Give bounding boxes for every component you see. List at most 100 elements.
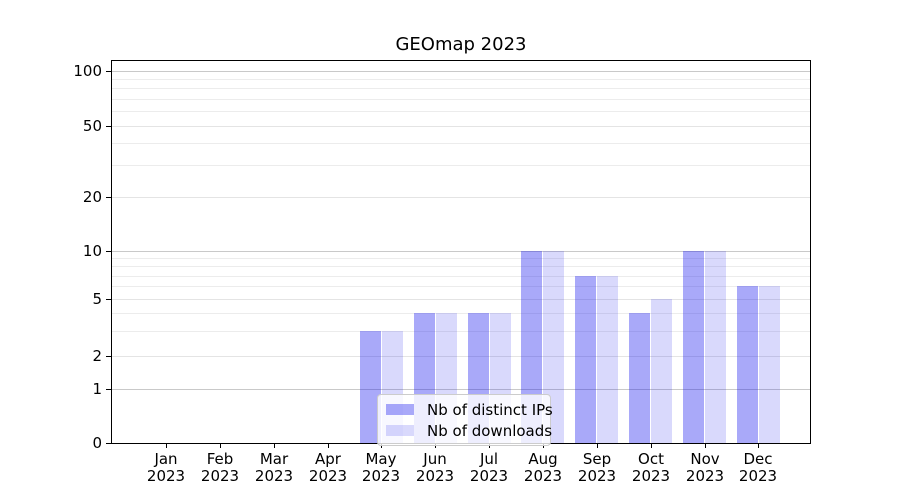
minor-gridline bbox=[112, 88, 810, 89]
x-tick-year: 2023 bbox=[631, 467, 671, 485]
y-tick-mark bbox=[106, 197, 111, 198]
bar-distinct-ips bbox=[629, 312, 651, 443]
x-tick-label: Apr 2023 bbox=[288, 451, 368, 485]
x-tick-month: Jan bbox=[154, 450, 178, 468]
bar-downloads bbox=[705, 250, 726, 443]
x-tick-year: 2023 bbox=[254, 467, 294, 485]
x-tick-month: Dec bbox=[743, 450, 773, 468]
x-tick-month: Nov bbox=[690, 450, 720, 468]
major-gridline bbox=[112, 299, 810, 300]
x-tick-month: Jun bbox=[423, 450, 447, 468]
minor-gridline bbox=[112, 313, 810, 314]
x-tick-year: 2023 bbox=[361, 467, 401, 485]
x-tick-mark bbox=[597, 444, 598, 448]
legend-item-distinct-ips: Nb of distinct IPs bbox=[386, 399, 553, 420]
minor-gridline bbox=[112, 266, 810, 267]
legend-swatch-downloads bbox=[386, 425, 414, 436]
x-tick-month: Apr bbox=[315, 450, 341, 468]
x-tick-mark bbox=[166, 444, 167, 448]
bar-downloads bbox=[651, 299, 673, 443]
x-tick-mark bbox=[381, 444, 382, 448]
bars-layer bbox=[112, 61, 810, 443]
x-tick-mark bbox=[651, 444, 652, 448]
y-tick-mark bbox=[106, 299, 111, 300]
minor-gridline bbox=[112, 258, 810, 259]
y-tick-label: 0 bbox=[92, 434, 102, 452]
y-tick-label: 100 bbox=[73, 62, 102, 80]
legend-item-downloads: Nb of downloads bbox=[386, 420, 552, 441]
x-tick-label: Jul 2023 bbox=[449, 451, 529, 485]
legend: Nb of distinct IPs Nb of downloads bbox=[377, 394, 553, 446]
major-gridline bbox=[112, 71, 810, 72]
y-tick-mark bbox=[106, 251, 111, 252]
y-tick-mark bbox=[106, 126, 111, 127]
x-tick-label: Jun 2023 bbox=[395, 451, 475, 485]
x-tick-month: Mar bbox=[259, 450, 289, 468]
x-tick-year: 2023 bbox=[685, 467, 725, 485]
y-tick-mark bbox=[106, 443, 111, 444]
bar-distinct-ips bbox=[736, 286, 758, 443]
x-tick-label: Feb 2023 bbox=[180, 451, 260, 485]
x-tick-year: 2023 bbox=[738, 467, 778, 485]
y-tick-label: 10 bbox=[82, 242, 102, 260]
minor-gridline bbox=[112, 286, 810, 287]
x-tick-label: Sep 2023 bbox=[557, 451, 637, 485]
x-tick-label: May 2023 bbox=[341, 451, 421, 485]
bar-distinct-ips bbox=[359, 330, 381, 443]
y-tick-label: 50 bbox=[82, 117, 102, 135]
x-tick-mark bbox=[758, 444, 759, 448]
x-tick-mark bbox=[328, 444, 329, 448]
minor-gridline bbox=[112, 111, 810, 112]
x-tick-label: Mar 2023 bbox=[234, 451, 314, 485]
y-tick-label: 1 bbox=[92, 380, 102, 398]
x-tick-label: Oct 2023 bbox=[611, 451, 691, 485]
major-gridline bbox=[112, 197, 810, 198]
y-tick-mark bbox=[106, 356, 111, 357]
x-tick-mark bbox=[489, 444, 490, 448]
x-tick-year: 2023 bbox=[308, 467, 348, 485]
x-tick-year: 2023 bbox=[469, 467, 509, 485]
legend-swatch-distinct-ips bbox=[386, 404, 414, 415]
plot-area bbox=[111, 60, 811, 444]
x-tick-mark bbox=[705, 444, 706, 448]
x-tick-month: May bbox=[365, 450, 397, 468]
bar-distinct-ips bbox=[575, 275, 597, 443]
y-tick-label: 20 bbox=[82, 188, 102, 206]
minor-gridline bbox=[112, 143, 810, 144]
x-tick-label: Jan 2023 bbox=[126, 451, 206, 485]
x-tick-year: 2023 bbox=[146, 467, 186, 485]
bar-downloads bbox=[597, 275, 619, 443]
legend-label-downloads: Nb of downloads bbox=[427, 421, 553, 440]
x-tick-label: Nov 2023 bbox=[665, 451, 745, 485]
minor-gridline bbox=[112, 331, 810, 332]
x-tick-year: 2023 bbox=[577, 467, 617, 485]
x-tick-year: 2023 bbox=[415, 467, 455, 485]
x-tick-year: 2023 bbox=[523, 467, 563, 485]
minor-gridline bbox=[112, 165, 810, 166]
x-tick-mark bbox=[543, 444, 544, 448]
x-tick-month: Feb bbox=[206, 450, 234, 468]
x-tick-month: Aug bbox=[528, 450, 558, 468]
y-tick-label: 5 bbox=[92, 290, 102, 308]
minor-gridline bbox=[112, 79, 810, 80]
bar-distinct-ips bbox=[683, 250, 704, 443]
x-tick-month: Jul bbox=[479, 450, 499, 468]
y-tick-label: 2 bbox=[92, 347, 102, 365]
x-tick-label: Aug 2023 bbox=[503, 451, 583, 485]
x-tick-mark bbox=[220, 444, 221, 448]
major-gridline bbox=[112, 251, 810, 252]
x-tick-month: Sep bbox=[582, 450, 612, 468]
major-gridline bbox=[112, 126, 810, 127]
x-tick-month: Oct bbox=[638, 450, 664, 468]
major-gridline bbox=[112, 389, 810, 390]
x-tick-mark bbox=[274, 444, 275, 448]
y-tick-mark bbox=[106, 389, 111, 390]
major-gridline bbox=[112, 356, 810, 357]
x-tick-label: Dec 2023 bbox=[718, 451, 798, 485]
bar-downloads bbox=[758, 286, 780, 443]
y-tick-mark bbox=[106, 71, 111, 72]
minor-gridline bbox=[112, 276, 810, 277]
gridlines-layer bbox=[112, 61, 810, 443]
chart-title: GEOmap 2023 bbox=[395, 34, 527, 55]
